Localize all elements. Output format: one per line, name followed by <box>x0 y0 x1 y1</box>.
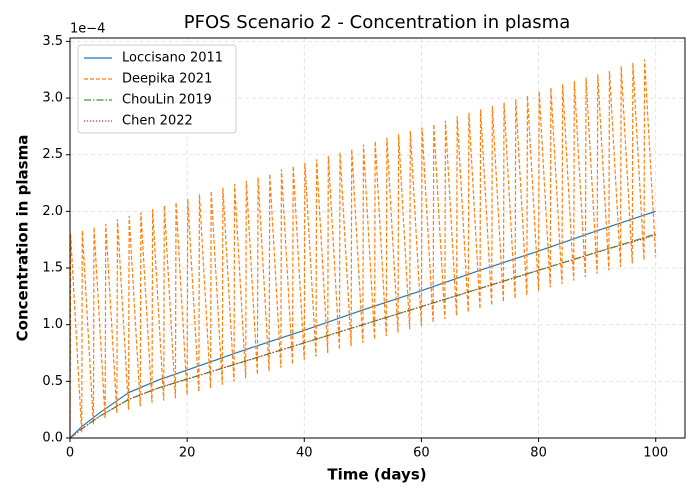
series-line <box>69 234 656 439</box>
x-tick-label: 0 <box>66 446 74 461</box>
y-offset-label: 1e−4 <box>70 22 105 37</box>
plot-frame <box>69 37 686 439</box>
x-tick-label: 40 <box>296 446 313 461</box>
y-tick-label: 0.0 <box>42 431 63 446</box>
x-axis-label: Time (days) <box>327 466 426 484</box>
legend-label: Loccisano 2011 <box>122 51 223 66</box>
y-tick-label: 3.0 <box>42 91 63 106</box>
x-tick-label: 20 <box>179 446 196 461</box>
y-tick-label: 1.5 <box>42 261 63 276</box>
legend-box <box>77 44 237 134</box>
x-tick-label: 80 <box>530 446 547 461</box>
y-axis-label: Concentration in plasma <box>14 135 32 342</box>
y-tick-label: 0.5 <box>42 374 63 389</box>
x-tick-label: 60 <box>413 446 430 461</box>
y-tick-label: 1.0 <box>42 317 63 332</box>
y-tick-label: 2.0 <box>42 204 63 219</box>
series-line <box>69 59 657 439</box>
legend-label: Deepika 2021 <box>122 72 212 87</box>
legend-label: ChouLin 2019 <box>122 93 212 108</box>
y-tick-label: 2.5 <box>42 147 63 162</box>
y-tick-label: 3.5 <box>42 34 63 49</box>
chart-title: PFOS Scenario 2 - Concentration in plasm… <box>184 12 570 33</box>
x-tick-label: 100 <box>643 446 668 461</box>
legend-label: Chen 2022 <box>122 114 193 129</box>
